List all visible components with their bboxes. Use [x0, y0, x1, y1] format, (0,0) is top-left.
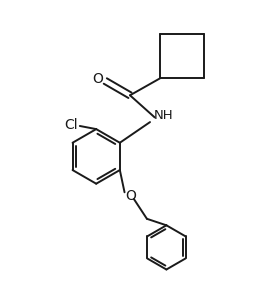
Text: O: O — [125, 189, 136, 203]
Text: O: O — [93, 72, 103, 86]
Text: NH: NH — [153, 109, 173, 122]
Text: Cl: Cl — [65, 118, 78, 132]
